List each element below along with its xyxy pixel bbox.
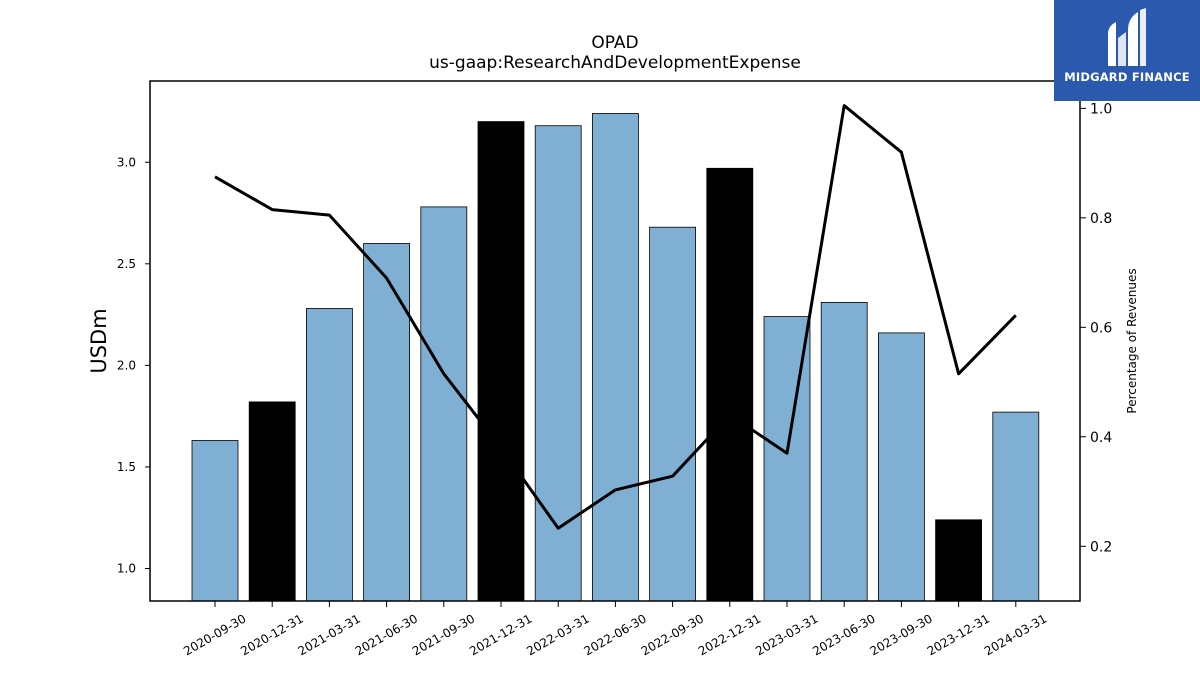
bar-2020-09-30	[191, 440, 239, 602]
percentage-line	[214, 104, 1017, 530]
logo-mark-icon	[1108, 8, 1146, 66]
y2-tick-label: 1.0	[1090, 101, 1112, 117]
x-tick-label: 2021-09-30	[410, 611, 477, 658]
bar-2021-09-30	[420, 206, 468, 602]
y-tick-label: 1.0	[117, 562, 136, 576]
x-tick-label: 2022-12-31	[696, 611, 763, 658]
y2-tick-label: 0.6	[1090, 320, 1112, 336]
logo: MIDGARD FINANCE	[1054, 0, 1200, 101]
bar-2023-09-30	[878, 332, 925, 602]
x-tick-label: 2022-06-30	[581, 611, 648, 658]
bar-2022-03-31	[534, 125, 582, 602]
y-tick-label: 2.5	[117, 257, 136, 271]
logo-text: MIDGARD FINANCE	[1064, 70, 1190, 84]
x-tick-label: 2022-09-30	[639, 611, 706, 658]
bar-2021-03-31	[305, 308, 353, 602]
y-tick-label: 2.0	[117, 358, 136, 372]
y2-tick-label: 0.8	[1090, 211, 1112, 227]
x-tick-label: 2024-03-31	[982, 611, 1049, 658]
bar-2022-12-31	[706, 167, 754, 602]
bar-2021-06-30	[363, 243, 411, 602]
bar-2023-12-31	[935, 519, 982, 602]
y2-tick-label: 0.4	[1090, 430, 1112, 446]
y2-tick-label: 0.2	[1090, 539, 1112, 555]
x-tick-label: 2023-12-31	[925, 611, 992, 658]
x-tick-label: 2020-09-30	[181, 611, 248, 658]
chart-title: OPAD	[591, 33, 638, 53]
bar-2023-06-30	[820, 301, 868, 602]
x-tick-label: 2022-03-31	[524, 611, 591, 658]
y-axis-label: USDm	[87, 308, 111, 373]
x-axis: 2020-09-302020-12-312021-03-312021-06-30…	[181, 601, 1049, 658]
bar-2024-03-31	[992, 411, 1040, 602]
y-axis-right: 0.2 0.4 0.6 0.8 1.0	[1080, 101, 1112, 555]
bar-2021-12-31	[477, 121, 525, 602]
bars	[191, 113, 1040, 602]
x-tick-label: 2020-12-31	[238, 611, 305, 658]
x-tick-label: 2021-06-30	[353, 611, 420, 658]
y-tick-label: 1.5	[117, 460, 136, 474]
x-tick-label: 2023-06-30	[810, 611, 877, 658]
bar-2020-12-31	[248, 401, 296, 602]
x-tick-label: 2023-09-30	[867, 611, 934, 658]
y-tick-label: 3.0	[117, 155, 136, 169]
x-tick-label: 2021-03-31	[295, 611, 362, 658]
bar-2022-06-30	[592, 113, 639, 602]
y2-axis-label: Percentage of Revenues	[1125, 268, 1139, 413]
chart-subtitle: us-gaap:ResearchAndDevelopmentExpense	[429, 53, 801, 73]
x-tick-label: 2023-03-31	[753, 611, 820, 658]
x-tick-label: 2021-12-31	[467, 611, 534, 658]
bar-2022-09-30	[649, 226, 696, 602]
y-axis-left: 1.0 1.5 2.0 2.5 3.0	[117, 155, 150, 576]
